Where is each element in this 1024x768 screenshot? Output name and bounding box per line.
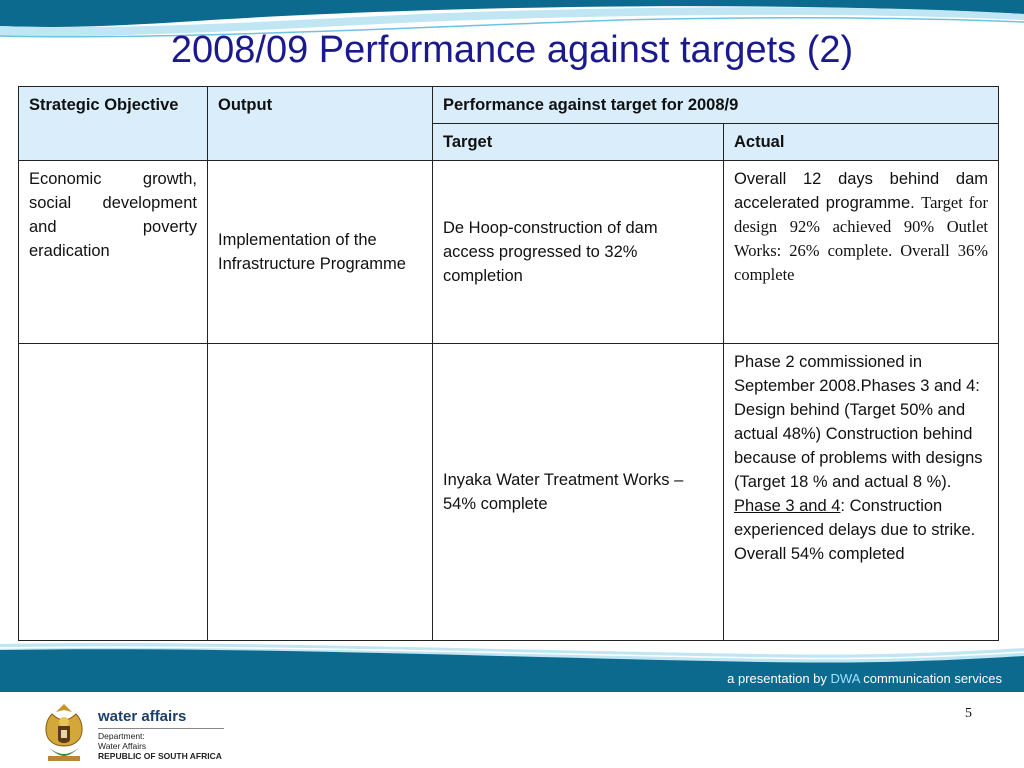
cell-target: De Hoop-construction of dam access progr…	[432, 160, 724, 344]
actual-text: Phase 2 commissioned in September 2008.P…	[734, 353, 983, 491]
header-output: Output	[207, 86, 433, 161]
cell-output: Implementation of the Infrastructure Pro…	[207, 160, 433, 344]
logo-divider	[98, 728, 224, 729]
actual-text-cont: : Construction experienced delays due to…	[734, 497, 976, 563]
performance-table: Strategic Objective Output Performance a…	[18, 86, 1000, 641]
cell-actual: Overall 12 days behind dam accelerated p…	[722, 160, 1000, 344]
table-header-row: Strategic Objective Output Performance a…	[18, 86, 1000, 161]
page-number: 5	[965, 706, 972, 721]
footer-credit-suffix: communication services	[863, 671, 1002, 686]
bottom-wave-decoration	[0, 643, 1024, 692]
table-row: Inyaka Water Treatment Works – 54% compl…	[18, 343, 1000, 641]
cell-actual: Phase 2 commissioned in September 2008.P…	[722, 343, 1000, 641]
slide-title: 2008/09 Performance against targets (2)	[170, 29, 854, 71]
header-actual: Actual	[722, 123, 1000, 161]
actual-text-serif: Target for design 92% achieved 90% Outle…	[734, 193, 989, 284]
cell-objective: Economic growth, social development and …	[18, 160, 208, 344]
logo-line-rsa: REPUBLIC OF SOUTH AFRICA	[98, 751, 222, 761]
logo-line-department: Department:	[98, 731, 145, 741]
coat-of-arms-icon	[45, 704, 83, 761]
logo-title: water affairs	[98, 708, 187, 725]
water-affairs-logo: water affairs Department: Water Affairs …	[38, 700, 238, 764]
top-wave-decoration	[0, 0, 1024, 38]
logo-subtitle: Department: Water Affairs REPUBLIC OF SO…	[98, 731, 222, 761]
footer-credit-prefix: a presentation by	[727, 671, 827, 686]
table-row: Economic growth, social development and …	[18, 160, 1000, 344]
logo-line-water-affairs: Water Affairs	[98, 741, 147, 751]
header-performance: Performance against target for 2008/9	[431, 86, 1000, 124]
footer-credit-brand: DWA	[830, 671, 860, 686]
table-subheader-row: Target Actual	[19, 123, 1000, 161]
actual-link-text: Phase 3 and 4	[734, 497, 841, 515]
cell-output	[207, 343, 433, 641]
cell-target: Inyaka Water Treatment Works – 54% compl…	[432, 343, 724, 641]
performance-table-container: Strategic Objective Output Performance a…	[18, 86, 1000, 641]
cell-objective	[18, 343, 208, 641]
actual-text: Overall 12 days behind dam accelerated p…	[734, 170, 989, 212]
footer-credit: a presentation by DWA communication serv…	[727, 671, 1002, 686]
header-target: Target	[432, 123, 724, 161]
header-strategic-objective: Strategic Objective	[18, 86, 208, 161]
